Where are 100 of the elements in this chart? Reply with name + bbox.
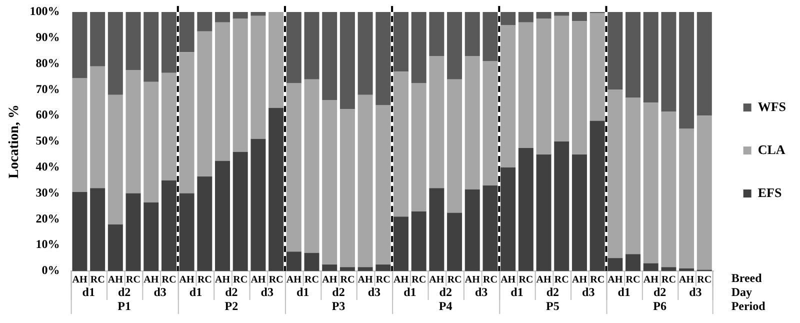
bar: [72, 78, 88, 192]
bar: [554, 16, 570, 142]
bar: [661, 12, 676, 112]
bar: [215, 160, 230, 271]
bar: [250, 16, 266, 139]
bar: [126, 193, 141, 271]
category-label: RC: [518, 274, 534, 286]
bar: [608, 258, 623, 271]
bar: [161, 72, 176, 180]
bar: [197, 12, 212, 32]
bar: [286, 12, 302, 84]
bar: [393, 72, 408, 217]
category-label: RC: [447, 274, 462, 286]
bar: [126, 70, 141, 194]
category-label: RC: [340, 274, 355, 286]
bar: [376, 264, 391, 271]
bar: [696, 12, 712, 116]
y-tick-label: 90%: [36, 30, 60, 44]
category-label: AH: [393, 274, 408, 286]
category-label: d3: [582, 285, 595, 300]
category-label: RC: [661, 274, 676, 286]
category-label: RC: [697, 274, 712, 286]
category-label: RC: [626, 274, 640, 286]
bar: [215, 12, 230, 22]
bar: [232, 152, 248, 271]
category-label: RC: [90, 274, 105, 286]
category-label: RC: [126, 274, 140, 286]
bar: [518, 12, 534, 22]
category-label: P4: [438, 299, 452, 314]
bar: [411, 83, 426, 212]
category-label: AH: [358, 274, 373, 286]
bar: [393, 12, 408, 72]
category-label: AH: [322, 274, 338, 286]
bar: [679, 268, 694, 271]
bar: [447, 79, 462, 213]
category-label: P3: [332, 299, 346, 314]
bar: [679, 128, 694, 268]
category-label: RC: [590, 274, 605, 286]
bar: [304, 79, 320, 253]
y-tick-label: 50%: [36, 134, 60, 148]
bar: [411, 211, 426, 271]
y-tick-label: 0%: [42, 263, 60, 278]
bar: [304, 12, 320, 80]
bar: [197, 31, 212, 176]
bar: [464, 189, 480, 271]
bar: [250, 138, 266, 271]
bar: [72, 192, 88, 271]
bar: [358, 12, 373, 95]
bar: [661, 267, 676, 271]
category-label: RC: [412, 274, 426, 286]
bar: [179, 12, 194, 52]
bar: [500, 167, 516, 271]
bar: [626, 254, 641, 271]
category-label: AH: [464, 274, 480, 286]
bar: [393, 216, 408, 271]
y-tick-label: 40%: [36, 159, 60, 174]
y-tick-label: 70%: [36, 82, 60, 96]
category-label: d1: [82, 285, 95, 300]
category-label: d3: [474, 285, 488, 300]
bar: [90, 12, 106, 66]
category-label: d2: [225, 285, 238, 300]
category-label: d1: [296, 285, 310, 300]
bar: [179, 193, 194, 271]
bar: [90, 188, 106, 271]
bar: [554, 142, 570, 271]
bar: [482, 12, 498, 62]
bar: [322, 264, 338, 271]
text: Period: [731, 299, 766, 314]
category-label: AH: [608, 274, 623, 286]
category-label: d1: [510, 285, 524, 300]
category-label: AH: [536, 274, 552, 286]
category-label: d3: [154, 285, 166, 300]
category-label: RC: [268, 274, 284, 286]
category-label: P1: [118, 299, 132, 314]
y-tick-label: 60%: [36, 108, 60, 122]
bar: [322, 100, 338, 265]
bar: [447, 212, 462, 271]
category-label: d1: [618, 285, 630, 300]
bar: [179, 52, 194, 194]
bar: [340, 267, 355, 271]
bar: [286, 252, 302, 271]
bar: [250, 12, 266, 16]
bar: [358, 267, 373, 271]
category-label: RC: [197, 274, 212, 286]
bar: [572, 12, 587, 22]
bar: [429, 188, 444, 271]
bar: [643, 102, 658, 264]
bar: [108, 12, 123, 95]
category-label: d3: [689, 285, 702, 300]
bar: [429, 12, 444, 56]
category-label: AH: [500, 274, 516, 286]
category-label: P5: [546, 299, 560, 314]
category-label: d1: [404, 285, 416, 300]
bar: [376, 12, 391, 106]
category-label: AH: [108, 274, 123, 286]
category-label: P6: [653, 299, 666, 314]
bar: [696, 116, 712, 270]
bar: [340, 12, 355, 110]
category-label: AH: [250, 274, 266, 286]
bar: [126, 12, 141, 70]
